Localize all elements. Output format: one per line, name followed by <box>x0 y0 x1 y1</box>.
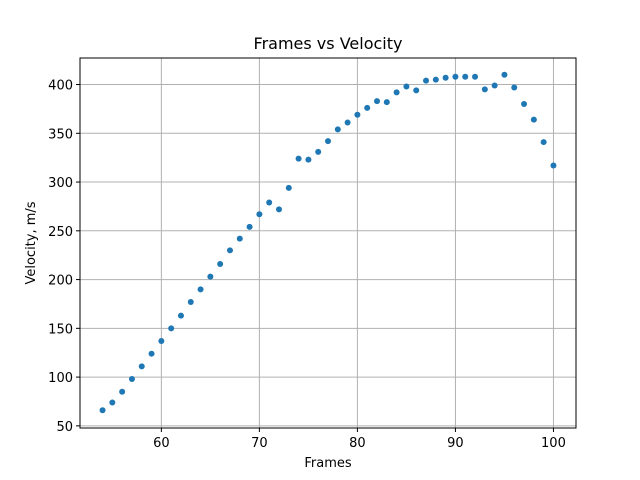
data-point <box>266 199 273 206</box>
data-point <box>128 376 135 383</box>
y-tick-label: 300 <box>48 176 73 191</box>
data-point <box>295 155 302 162</box>
data-point <box>119 388 126 395</box>
data-point <box>99 407 106 414</box>
data-point <box>236 235 243 242</box>
data-point <box>462 73 469 80</box>
data-point <box>550 162 557 169</box>
x-axis-label: Frames <box>304 456 352 471</box>
data-point <box>374 98 381 105</box>
data-point <box>217 260 224 267</box>
data-point <box>521 101 528 108</box>
data-point <box>452 73 459 80</box>
data-point <box>530 116 537 123</box>
data-point <box>511 84 518 91</box>
data-points <box>99 71 557 414</box>
data-point <box>491 82 498 89</box>
data-point <box>442 74 449 81</box>
data-point <box>246 223 253 230</box>
y-tick-label: 50 <box>56 420 73 435</box>
y-tick-label: 250 <box>48 225 73 240</box>
data-point <box>207 273 214 280</box>
data-point <box>168 325 175 332</box>
data-point <box>226 247 233 254</box>
x-tick-label: 90 <box>447 436 464 451</box>
data-point <box>109 399 116 406</box>
y-tick-label: 100 <box>48 371 73 386</box>
x-tick-label: 100 <box>541 436 566 451</box>
y-tick-label: 400 <box>48 79 73 94</box>
data-point <box>138 363 145 370</box>
data-point <box>285 184 292 191</box>
data-point <box>305 156 312 163</box>
y-tick-label: 200 <box>48 274 73 289</box>
data-point <box>148 350 155 357</box>
data-point <box>325 138 331 145</box>
y-tick-label: 350 <box>48 127 73 142</box>
plot-area-frame <box>79 57 577 429</box>
data-point <box>403 83 410 90</box>
data-point <box>197 286 204 293</box>
data-point <box>275 206 282 213</box>
x-tick-label: 80 <box>349 436 366 451</box>
data-point <box>177 312 184 319</box>
axis-ticks: 60 70 80 90 100 50 100 150 200 250 300 350 400 <box>48 79 566 451</box>
data-point <box>315 148 322 155</box>
data-point <box>383 99 390 106</box>
data-point <box>393 89 400 96</box>
data-point <box>158 338 165 345</box>
data-point <box>501 71 508 78</box>
y-axis-label: Velocity, m/s <box>24 201 39 284</box>
data-point <box>334 126 341 133</box>
data-point <box>472 73 479 80</box>
x-tick-label: 60 <box>153 436 170 451</box>
data-point <box>540 139 547 146</box>
data-point <box>481 86 488 93</box>
data-point <box>344 119 351 126</box>
data-point <box>364 104 371 111</box>
x-tick-label: 70 <box>251 436 268 451</box>
chart-title: Frames vs Velocity <box>254 34 403 53</box>
data-point <box>354 111 361 118</box>
data-point <box>413 87 420 94</box>
y-tick-label: 150 <box>48 322 73 337</box>
data-point <box>432 76 439 83</box>
data-point <box>423 77 430 84</box>
data-point <box>256 211 263 218</box>
data-point <box>187 299 194 306</box>
